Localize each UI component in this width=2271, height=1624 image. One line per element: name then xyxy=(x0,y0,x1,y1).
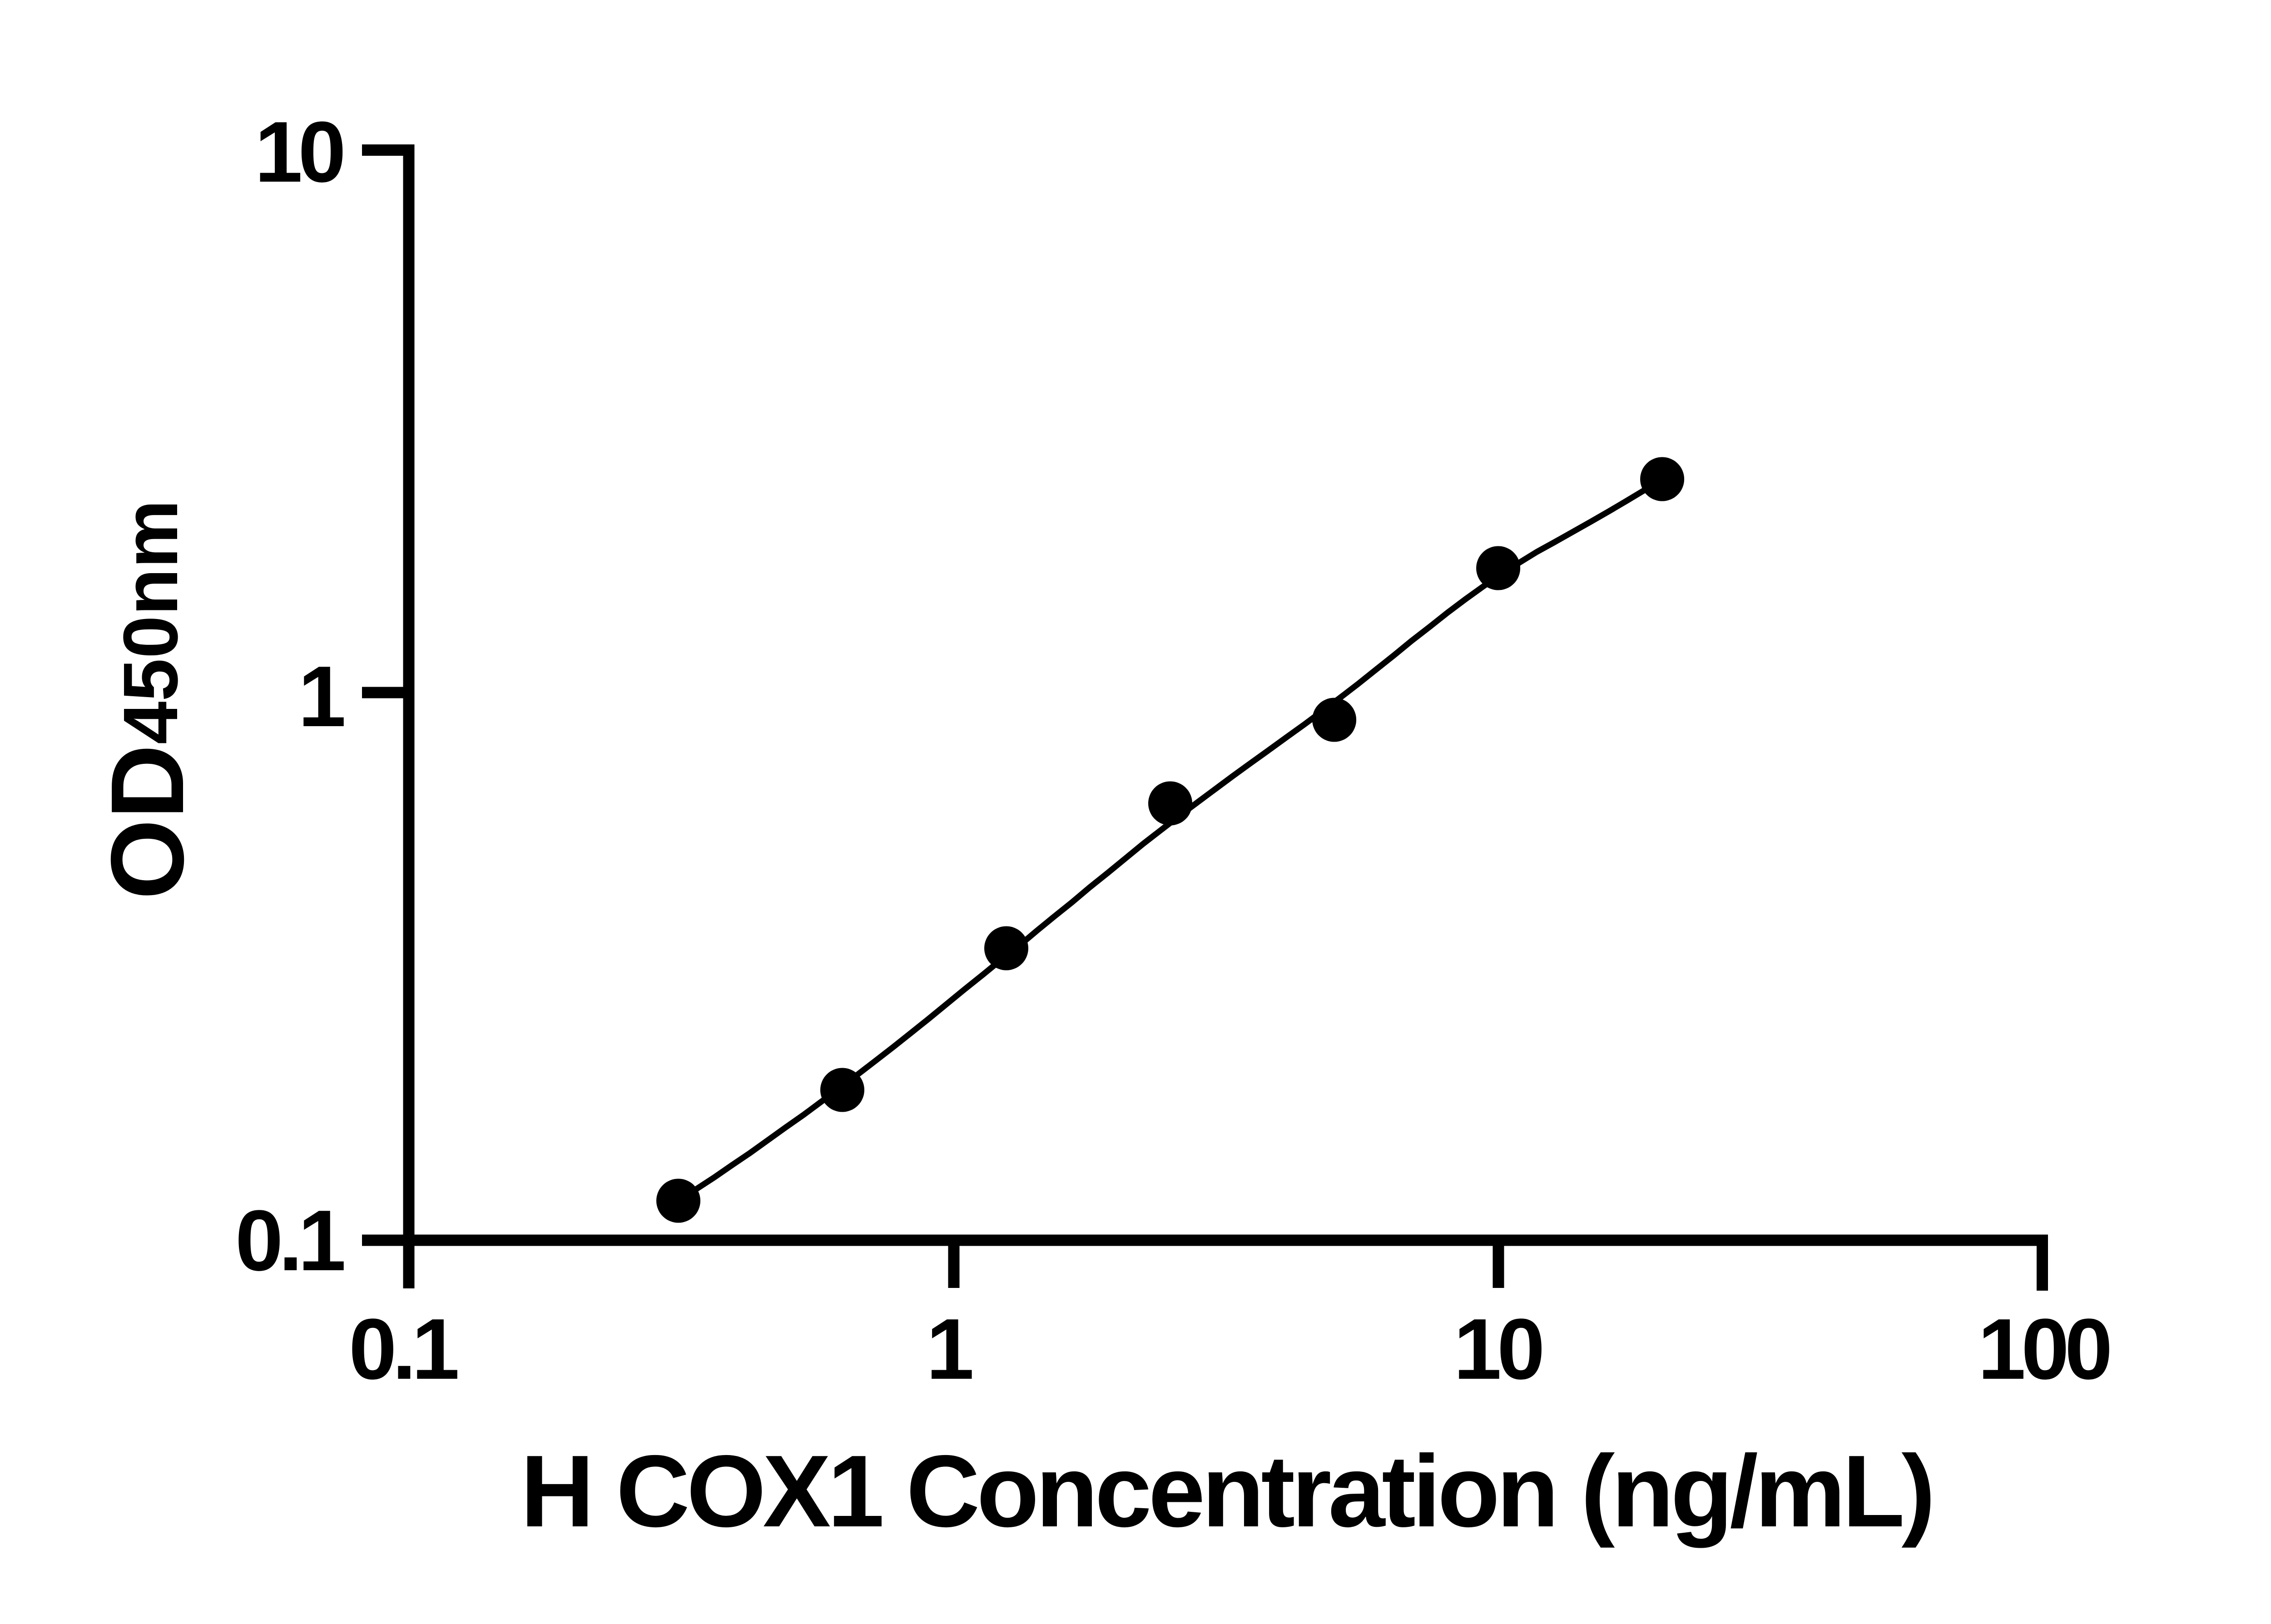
svg-text:OD450nm: OD450nm xyxy=(90,500,205,900)
svg-text:H COX1 Concentration (ng/mL): H COX1 Concentration (ng/mL) xyxy=(521,1434,1932,1548)
svg-text:1: 1 xyxy=(926,1301,972,1397)
svg-text:1: 1 xyxy=(298,649,344,745)
svg-text:0.1: 0.1 xyxy=(349,1301,457,1397)
svg-text:10: 10 xyxy=(1453,1301,1542,1397)
svg-text:10: 10 xyxy=(255,104,343,200)
svg-text:100: 100 xyxy=(1978,1301,2109,1397)
svg-text:0.1: 0.1 xyxy=(235,1193,344,1289)
